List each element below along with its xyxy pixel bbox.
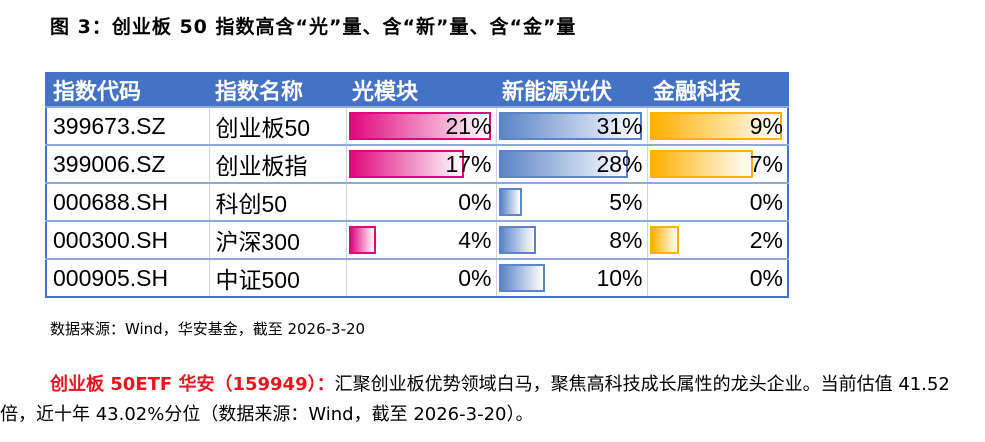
index-name: 创业板50 (208, 106, 346, 145)
exposure-cell: 9% (646, 106, 788, 145)
exposure-cell: 28% (495, 144, 647, 183)
data-bar (348, 226, 376, 254)
index-code: 399673.SZ (45, 106, 209, 145)
exposure-value: 2% (749, 226, 783, 253)
table-row: 000905.SH 中证500 0% 10% 0% (45, 258, 788, 297)
exposure-value: 28% (596, 150, 643, 177)
header-name: 指数名称 (209, 73, 346, 107)
data-bar (649, 226, 679, 254)
data-source: 数据来源：Wind，华安基金，截至 2026-3-20 (50, 320, 366, 338)
exposure-value: 31% (596, 112, 643, 139)
exposure-cell: 5% (495, 182, 647, 221)
table-row: 399006.SZ 创业板指 17% 28% 7% (45, 144, 788, 183)
exposure-cell: 0% (646, 258, 788, 297)
table-row: 000688.SH 科创50 0% 5% 0% (45, 182, 788, 221)
exposure-cell: 8% (495, 220, 647, 259)
exposure-value: 10% (596, 264, 643, 291)
exposure-value: 0% (458, 188, 492, 215)
header-fintech: 金融科技 (647, 73, 788, 107)
index-name: 中证500 (208, 258, 346, 297)
index-exposure-table: 指数代码 指数名称 光模块 新能源光伏 金融科技 399673.SZ 创业板50 2… (45, 72, 789, 298)
index-name: 科创50 (208, 182, 346, 221)
exposure-cell: 21% (345, 106, 496, 145)
figure-title: 图 3：创业板 50 指数高含“光”量、含“新”量、含“金”量 (50, 16, 577, 38)
header-code: 指数代码 (46, 73, 209, 107)
exposure-cell: 10% (495, 258, 647, 297)
exposure-value: 17% (445, 150, 492, 177)
exposure-value: 0% (749, 264, 783, 291)
fund-description: 创业板 50ETF 华安（159949）：汇聚创业板优势领域白马，聚焦高科技成长… (0, 370, 970, 430)
exposure-cell: 0% (646, 182, 788, 221)
data-bar (498, 264, 545, 292)
fund-text: 汇聚创业板优势领域白马，聚焦高科技成长属性的龙头企业。当前估值 41.52 倍，… (0, 374, 950, 425)
data-bar (498, 112, 642, 140)
exposure-cell: 2% (646, 220, 788, 259)
table-row: 399673.SZ 创业板50 21% 31% 9% (45, 106, 788, 145)
exposure-value: 21% (445, 112, 492, 139)
data-bar (348, 112, 491, 140)
header-solar: 新能源光伏 (496, 73, 647, 107)
data-bar (498, 226, 536, 254)
index-name: 创业板指 (208, 144, 346, 183)
index-code: 000905.SH (45, 258, 209, 297)
data-bar (498, 188, 522, 216)
index-code: 000688.SH (45, 182, 209, 221)
exposure-value: 4% (458, 226, 492, 253)
exposure-value: 7% (749, 150, 783, 177)
exposure-value: 0% (749, 188, 783, 215)
exposure-cell: 31% (495, 106, 647, 145)
table-row: 000300.SH 沪深300 4% 8% 2% (45, 220, 788, 259)
exposure-value: 5% (609, 188, 643, 215)
data-bar (498, 150, 628, 178)
exposure-value: 9% (749, 112, 783, 139)
exposure-cell: 4% (345, 220, 496, 259)
exposure-cell: 0% (345, 182, 496, 221)
data-bar (649, 150, 753, 178)
data-bar (348, 150, 464, 178)
header-optical: 光模块 (346, 73, 496, 107)
fund-name: 创业板 50ETF 华安（159949）： (50, 374, 335, 395)
exposure-value: 0% (458, 264, 492, 291)
index-code: 399006.SZ (45, 144, 209, 183)
exposure-cell: 7% (646, 144, 788, 183)
index-code: 000300.SH (45, 220, 209, 259)
table-header: 指数代码 指数名称 光模块 新能源光伏 金融科技 (46, 73, 788, 107)
index-name: 沪深300 (208, 220, 346, 259)
exposure-cell: 0% (345, 258, 496, 297)
data-bar (649, 112, 782, 140)
exposure-value: 8% (609, 226, 643, 253)
exposure-cell: 17% (345, 144, 496, 183)
